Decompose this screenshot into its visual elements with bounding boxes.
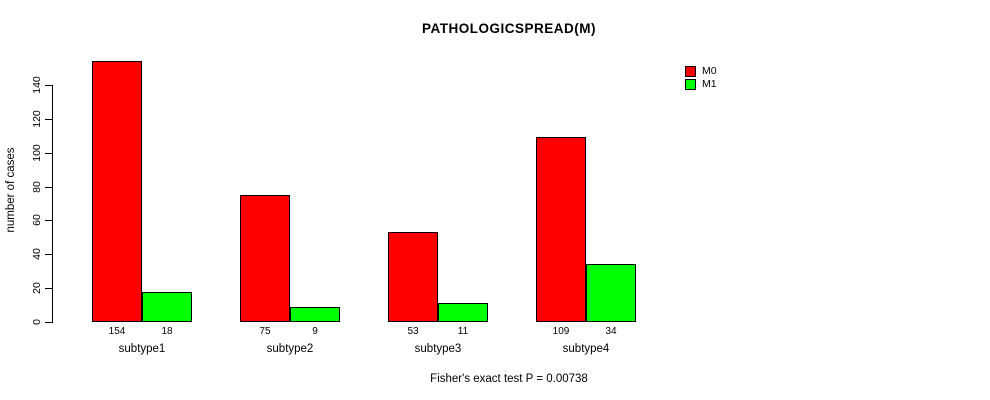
bar-M0-subtype1 — [92, 61, 142, 322]
bar-M1-subtype2 — [290, 307, 340, 322]
y-tick-mark — [45, 153, 52, 154]
chart-title: PATHOLOGICSPREAD(M) — [422, 21, 596, 36]
y-tick-mark — [45, 187, 52, 188]
legend-swatch-M0 — [685, 66, 696, 77]
y-tick-mark — [45, 322, 52, 323]
bar-M0-subtype2 — [240, 195, 290, 322]
y-tick-label: 140 — [31, 76, 43, 94]
legend: M0 M1 — [685, 66, 717, 92]
y-tick-label: 100 — [31, 144, 43, 162]
fisher-test-annotation: Fisher's exact test P = 0.00738 — [430, 373, 588, 385]
y-tick-mark — [45, 254, 52, 255]
y-axis-title: number of cases — [5, 147, 17, 233]
y-tick-label: 0 — [31, 319, 43, 325]
bar-value-M1-subtype2: 9 — [312, 326, 318, 337]
bar-value-M1-subtype4: 34 — [605, 326, 617, 337]
y-tick-mark — [45, 288, 52, 289]
legend-label-M1: M1 — [702, 78, 717, 90]
bar-M0-subtype3 — [388, 232, 438, 322]
legend-label-M0: M0 — [702, 65, 717, 77]
bar-value-M0-subtype1: 154 — [108, 326, 126, 337]
bar-value-M1-subtype3: 11 — [457, 326, 469, 337]
legend-swatch-M1 — [685, 79, 696, 90]
y-axis-line — [52, 85, 53, 323]
bar-M1-subtype3 — [438, 303, 488, 322]
y-tick-mark — [45, 85, 52, 86]
category-label-subtype4: subtype4 — [562, 343, 610, 355]
y-tick-label: 60 — [31, 214, 43, 226]
legend-row-M0: M0 — [685, 66, 717, 77]
y-tick-mark — [45, 119, 52, 120]
bar-M0-subtype4 — [536, 137, 586, 322]
bar-value-M1-subtype1: 18 — [161, 326, 173, 337]
y-tick-label: 40 — [31, 248, 43, 260]
bar-M1-subtype4 — [586, 264, 636, 322]
bar-M1-subtype1 — [142, 292, 192, 322]
bar-value-M0-subtype2: 75 — [259, 326, 271, 337]
legend-row-M1: M1 — [685, 79, 717, 90]
category-label-subtype3: subtype3 — [414, 343, 462, 355]
bar-value-M0-subtype3: 53 — [407, 326, 419, 337]
y-tick-label: 80 — [31, 181, 43, 193]
y-tick-label: 20 — [31, 282, 43, 294]
y-tick-label: 120 — [31, 110, 43, 128]
y-tick-mark — [45, 220, 52, 221]
category-label-subtype1: subtype1 — [118, 343, 166, 355]
bar-value-M0-subtype4: 109 — [552, 326, 570, 337]
category-label-subtype2: subtype2 — [266, 343, 314, 355]
